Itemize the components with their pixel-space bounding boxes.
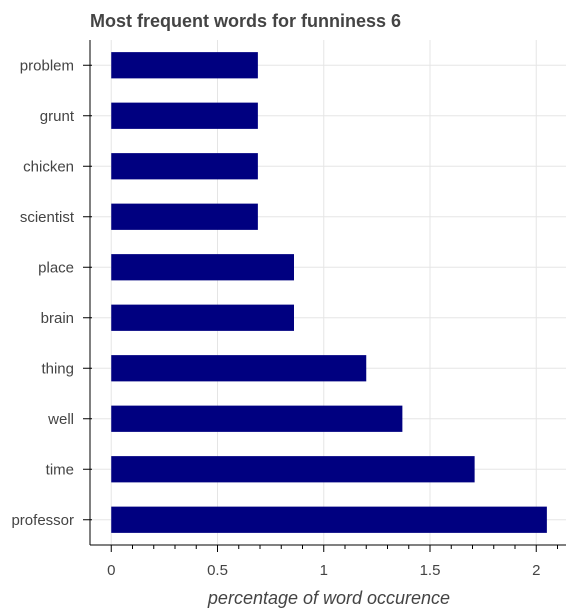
y-tick-label: problem [20, 57, 74, 74]
bar-scientist [111, 204, 258, 230]
bar-professor [111, 507, 547, 533]
x-tick-label: 0.5 [207, 562, 228, 579]
chart-title: Most frequent words for funniness 6 [90, 11, 401, 31]
bar-well [111, 406, 402, 432]
y-tick-label: professor [11, 512, 74, 529]
y-tick-label: well [47, 411, 74, 428]
bar-problem [111, 52, 258, 78]
y-tick-label: time [46, 461, 74, 478]
y-tick-label: thing [41, 360, 74, 377]
bars [111, 52, 547, 533]
x-axis: 0 0.5 1 1.5 2 [107, 545, 557, 579]
y-axis: professor time well thing brain place scientis… [11, 57, 92, 529]
y-tick-label: scientist [20, 209, 75, 226]
x-tick-label: 2 [532, 562, 540, 579]
y-tick-label: chicken [23, 158, 74, 175]
bar-place [111, 254, 294, 280]
y-tick-label: brain [41, 310, 74, 327]
bar-time [111, 456, 474, 482]
bar-chicken [111, 153, 258, 179]
bar-thing [111, 355, 366, 381]
y-tick-label: place [38, 259, 74, 276]
x-tick-label: 0 [107, 562, 115, 579]
bar-grunt [111, 103, 258, 129]
bar-brain [111, 305, 294, 331]
x-tick-label: 1 [320, 562, 328, 579]
y-tick-label: grunt [40, 108, 75, 125]
x-axis-label: percentage of word occurence [207, 588, 450, 608]
x-tick-label: 1.5 [420, 562, 441, 579]
